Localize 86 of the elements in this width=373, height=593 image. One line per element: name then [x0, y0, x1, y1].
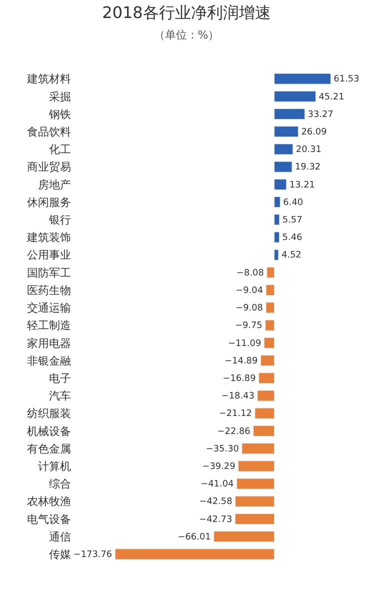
y-tick-label: 交通运输 [27, 302, 71, 315]
bar [257, 390, 275, 402]
y-tick-label: 采掘 [49, 90, 71, 104]
bar [274, 161, 292, 172]
y-tick-label: 家用电器 [27, 336, 71, 350]
data-label: −41.04 [200, 480, 234, 490]
bar [214, 531, 275, 542]
data-label: −42.73 [199, 514, 232, 525]
bar [274, 196, 280, 208]
data-label: 5.57 [282, 216, 302, 226]
data-label: −18.43 [221, 392, 254, 402]
y-tick-label: 机械设备 [27, 424, 71, 438]
bar [274, 178, 287, 190]
data-label: 33.27 [308, 110, 334, 120]
data-label: −42.58 [199, 497, 233, 508]
bar [236, 478, 275, 490]
bar [234, 513, 275, 525]
data-label: 20.31 [296, 145, 322, 156]
y-tick-label: 国防军工 [27, 266, 71, 280]
bar [254, 408, 275, 419]
y-tick-label: 通信 [49, 530, 71, 544]
y-tick-label: 钢铁 [48, 108, 71, 121]
y-tick-label: 商业贸易 [27, 160, 71, 174]
chart-subtitle: （单位：%） [154, 28, 220, 42]
bar [235, 496, 275, 507]
data-label: 26.09 [301, 127, 328, 138]
bar [274, 214, 280, 226]
data-label: −66.01 [178, 532, 211, 542]
bar [274, 144, 294, 155]
data-label: −39.29 [202, 462, 236, 472]
data-label: −35.30 [206, 444, 240, 454]
data-label: 61.53 [334, 74, 360, 85]
bar [114, 548, 275, 560]
y-tick-label: 建筑材料 [26, 72, 71, 86]
bar [274, 232, 280, 243]
bar [242, 443, 275, 454]
data-label: 45.21 [318, 92, 344, 102]
bar [274, 73, 331, 84]
bar [266, 266, 275, 278]
y-tick-label: 非银金融 [27, 354, 71, 368]
y-tick-label: 食品饮料 [27, 125, 71, 138]
y-tick-label: 有色金属 [27, 442, 71, 456]
data-label: 13.21 [289, 180, 316, 190]
bar [274, 108, 306, 120]
y-tick-label: 房地产 [38, 178, 71, 192]
data-label: −11.09 [228, 338, 262, 349]
data-label: 6.40 [283, 198, 304, 208]
data-label: 4.52 [281, 250, 302, 261]
data-label: −14.89 [224, 356, 258, 366]
bar [274, 90, 316, 102]
y-tick-label: 汽车 [49, 390, 71, 403]
y-tick-label: 建筑装饰 [26, 231, 71, 244]
data-label: −9.04 [236, 286, 264, 296]
data-label: −9.75 [234, 321, 262, 332]
data-label: −9.08 [236, 304, 264, 314]
y-tick-label: 银行 [48, 214, 71, 227]
bar [265, 320, 275, 331]
y-tick-label: 计算机 [38, 460, 71, 474]
y-tick-label: 电子 [49, 372, 71, 385]
bar [253, 425, 275, 436]
data-label: −16.89 [222, 374, 256, 384]
bar [264, 337, 275, 348]
chart-title: 2018各行业净利润增速 [102, 2, 271, 22]
bar [238, 460, 275, 472]
y-tick-label: 医药生物 [27, 284, 71, 297]
y-tick-label: 电气设备 [27, 512, 71, 526]
y-tick-label: 轻工制造 [27, 319, 71, 332]
y-tick-label: 公用事业 [27, 248, 71, 262]
bar [274, 249, 279, 260]
bar [266, 302, 275, 314]
data-label: −8.08 [236, 268, 264, 278]
bar [266, 284, 275, 296]
bar [260, 354, 275, 366]
data-label: 5.46 [282, 233, 303, 244]
y-tick-label: 化工 [49, 143, 71, 156]
data-label: −21.12 [218, 409, 252, 420]
data-label: −173.76 [73, 550, 112, 560]
y-tick-label: 纺织服装 [27, 407, 71, 420]
y-tick-label: 休闲服务 [27, 196, 71, 209]
bar [274, 126, 298, 138]
bar [258, 372, 275, 384]
y-tick-label: 传媒 [49, 548, 71, 562]
y-tick-label: 综合 [49, 478, 71, 491]
data-label: −22.86 [217, 426, 251, 437]
y-tick-label: 农林牧渔 [27, 495, 71, 508]
data-label: 19.32 [294, 162, 321, 173]
